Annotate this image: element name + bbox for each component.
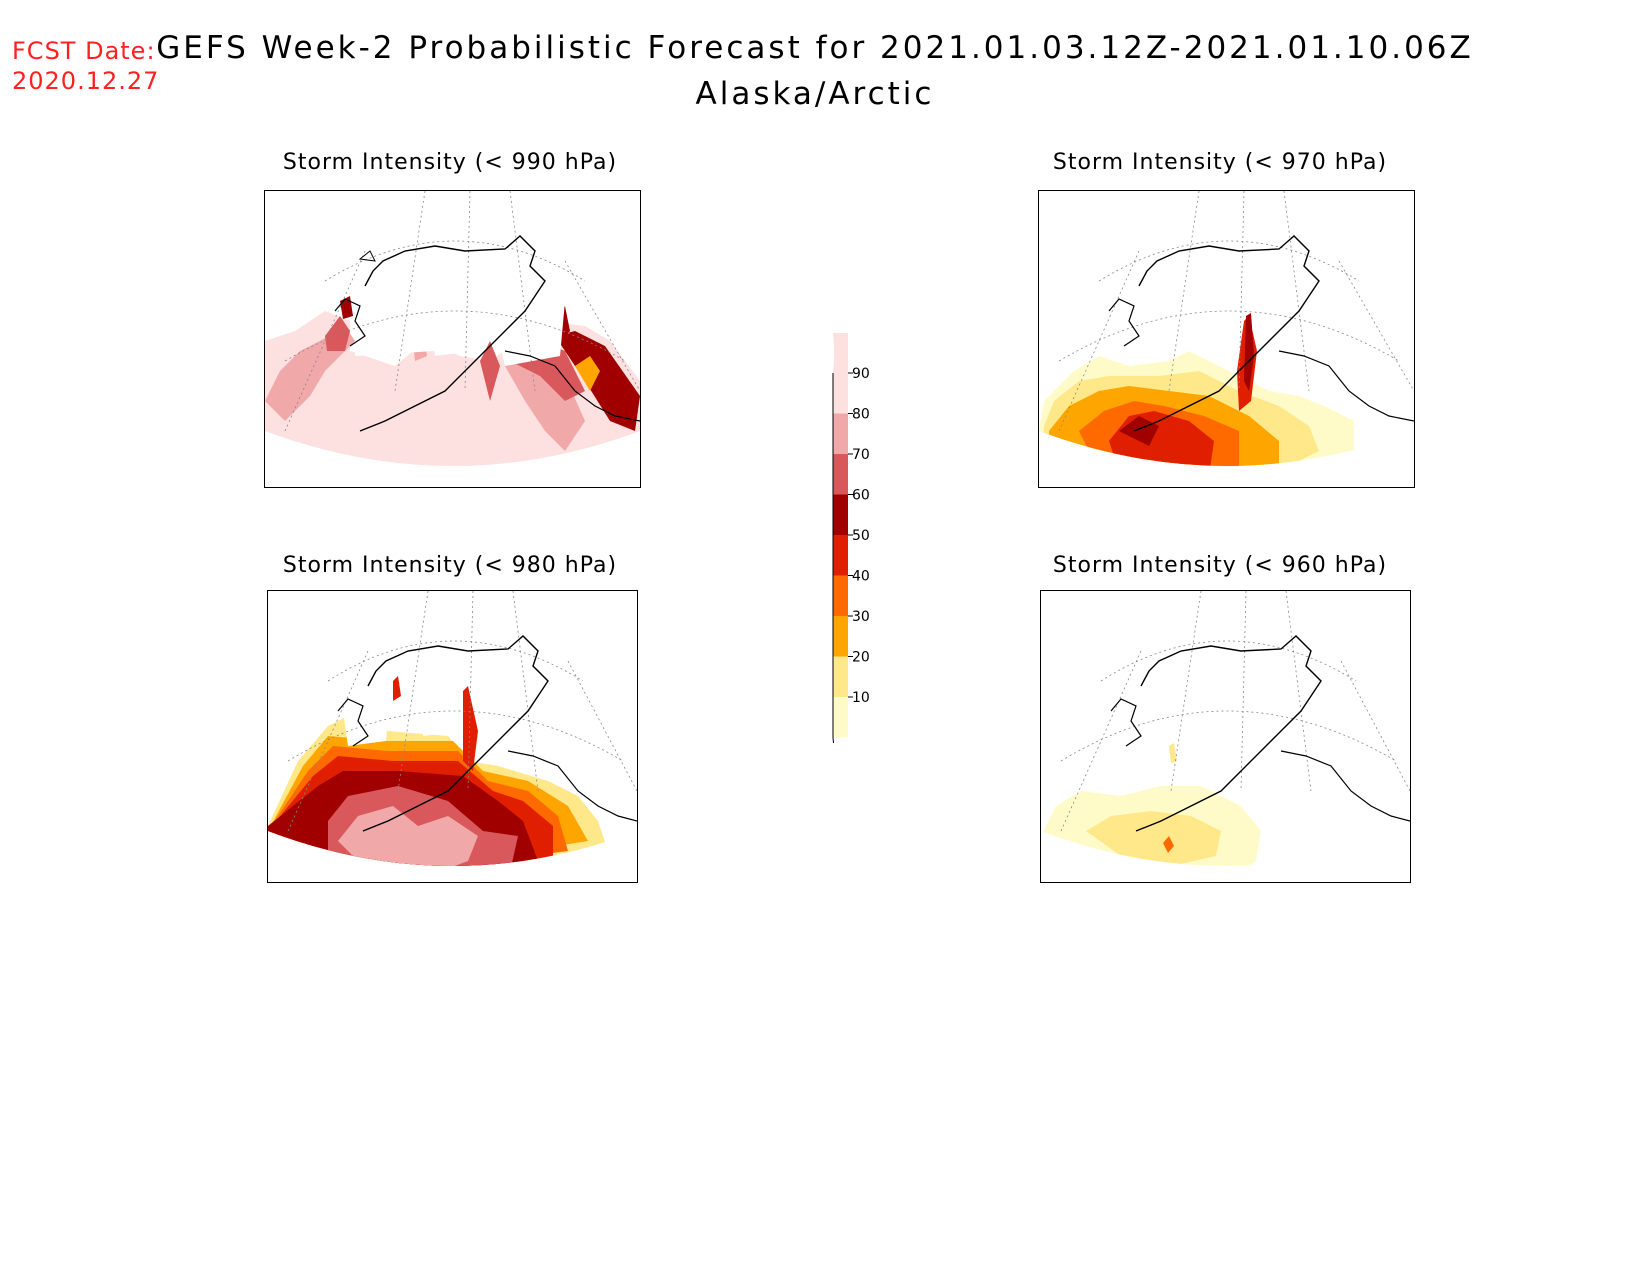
gulf-coastline [1280, 750, 1410, 822]
alaska-coastline [359, 235, 546, 432]
chukotka-coastline [337, 698, 369, 747]
chukotka-coastline [1110, 698, 1142, 747]
map-990 [265, 191, 640, 466]
chukotka-coastline [334, 298, 366, 347]
legend-label-50: 50 [852, 528, 870, 544]
missing-data-area-mid-980 [418, 691, 458, 736]
legend-swatch-70 [833, 454, 848, 495]
legend-label-30: 30 [852, 609, 870, 625]
legend-swatch-30 [833, 616, 848, 657]
region-subtitle: Alaska/Arctic [695, 76, 935, 112]
panel-title-960: Storm Intensity (< 960 hPa) [1052, 553, 1388, 578]
prob-area-20-960 [1086, 811, 1221, 866]
alaska-coastline [1133, 235, 1320, 432]
prob-area-60-970 [1119, 416, 1159, 446]
legend-label-40: 40 [852, 569, 870, 585]
map-960 [1041, 591, 1410, 866]
probability-legend: 10 20 30 40 50 60 70 80 90 [825, 333, 895, 778]
panel-title-990: Storm Intensity (< 990 hPa) [282, 150, 618, 175]
map-970 [1039, 191, 1414, 466]
page-title: GEFS Week-2 Probabilistic Forecast for 2… [156, 30, 1474, 66]
prob-area-60-inlet-970 [1244, 313, 1254, 391]
missing-data-area-west [355, 301, 435, 356]
alaska-coastline [362, 635, 549, 832]
map-980 [268, 591, 637, 866]
legend-swatch-50 [833, 535, 848, 576]
prob-area-40-960 [1163, 836, 1174, 853]
map-panel-960 [1040, 590, 1411, 883]
prob-area-70-west [325, 316, 350, 351]
legend-colorbar: 10 20 30 40 50 60 70 80 90 [832, 333, 870, 778]
gulf-coastline [1278, 350, 1414, 422]
map-panel-980 [267, 590, 638, 883]
panel-title-970: Storm Intensity (< 970 hPa) [1052, 150, 1388, 175]
prob-area-60-east [555, 331, 640, 431]
gulf-coastline [504, 350, 640, 422]
prob-area-50-strait-980 [393, 676, 401, 701]
map-panel-970 [1038, 190, 1415, 488]
legend-swatch-20 [833, 656, 848, 697]
island-outline [358, 250, 376, 262]
prob-area-20-north-960 [1169, 743, 1177, 763]
gulf-coastline [507, 750, 637, 822]
prob-area-50-inlet-980 [463, 686, 478, 771]
legend-label-60: 60 [852, 488, 870, 504]
legend-swatch-90 [833, 373, 848, 414]
panel-title-980: Storm Intensity (< 980 hPa) [282, 553, 618, 578]
legend-swatch-10 [833, 697, 848, 738]
prob-area-30-east [575, 356, 600, 391]
missing-data-area-east [490, 301, 565, 366]
prob-area-80-980 [338, 806, 478, 866]
legend-label-90: 90 [852, 366, 870, 382]
legend-swatch-40 [833, 575, 848, 616]
legend-swatch-60 [833, 494, 848, 535]
forecast-date-value: 2020.12.27 [12, 67, 160, 95]
missing-data-area-west-980 [343, 711, 388, 746]
chukotka-coastline [1108, 298, 1140, 347]
prob-area-70-center [480, 341, 500, 401]
forecast-date-block: FCST Date: 2020.12.27 [12, 36, 159, 96]
legend-label-70: 70 [852, 447, 870, 463]
map-panel-990 [264, 190, 641, 488]
legend-label-10: 10 [852, 690, 870, 706]
missing-data-area-mid [425, 301, 475, 356]
legend-label-80: 80 [852, 407, 870, 423]
forecast-date-label: FCST Date: [12, 37, 156, 65]
alaska-coastline [1135, 635, 1322, 832]
legend-swatch-80 [833, 413, 848, 454]
legend-cap-top [833, 333, 848, 373]
legend-label-20: 20 [852, 650, 870, 666]
